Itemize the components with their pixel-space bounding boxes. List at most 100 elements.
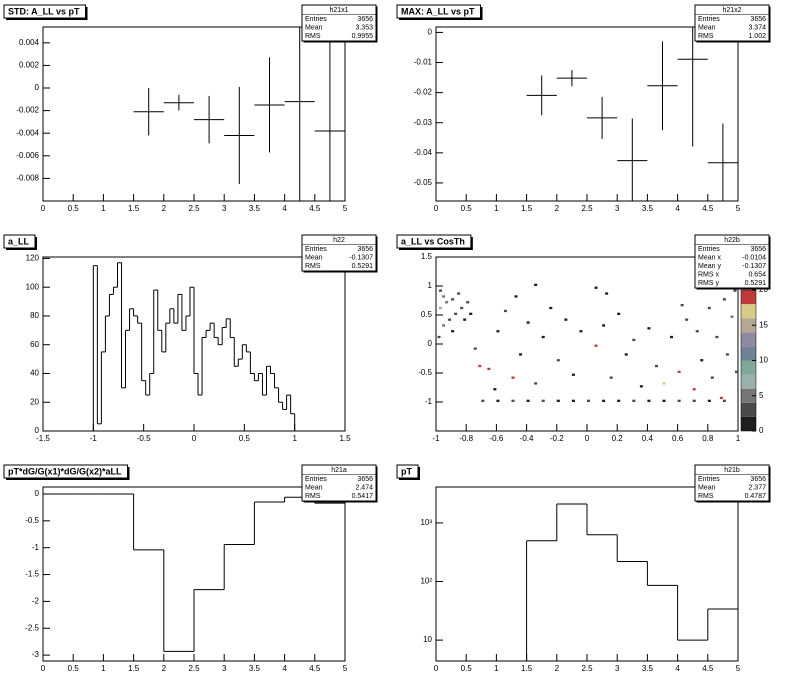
cell [564, 318, 568, 321]
stats-name: h21b [724, 467, 740, 474]
colorbar-band [741, 388, 756, 403]
cell [722, 399, 726, 402]
y-tick-label: 1.5 [421, 252, 433, 261]
cell [451, 330, 455, 333]
pad: 0 0.5 1 1.5 2 2.5 3 3.5 4 4.5 5 -0.008 -0.006 -0.004 -… [3, 4, 378, 213]
x-tick-label: 0 [41, 664, 46, 673]
title-box [396, 4, 482, 19]
x-tick-label: 0 [434, 204, 439, 213]
y-tick-label: -0.006 [16, 151, 39, 160]
x-tick-label: 2 [555, 204, 560, 213]
y-tick-label: -0.02 [414, 88, 433, 97]
y-tick-label: 1 [428, 281, 433, 290]
cell [466, 301, 470, 304]
x-tick-label: 0.6 [672, 434, 684, 443]
cell [571, 373, 575, 376]
cell [514, 295, 518, 298]
stats-value: 3656 [357, 16, 373, 23]
cell [733, 289, 737, 292]
z-tick-label: 10 [759, 356, 768, 365]
x-tick-label: 1 [101, 204, 106, 213]
y-tick-label: 60 [30, 340, 39, 349]
cell [511, 399, 515, 402]
stats-name: h21a [331, 467, 347, 474]
y-tick-label: -0.004 [16, 128, 39, 137]
stats-name: h22b [724, 237, 740, 244]
title-box [3, 234, 36, 249]
x-tick-label: 0 [192, 434, 197, 443]
x-tick-label: 4 [282, 204, 287, 213]
cell [534, 382, 538, 385]
y-tick-label: -0.5 [418, 368, 432, 377]
y-tick-label: 0 [35, 489, 40, 498]
cell [511, 376, 515, 379]
cell [700, 359, 704, 362]
stats-name: h22 [333, 237, 345, 244]
stats-label: Mean [305, 255, 323, 262]
stats-label: Mean x [698, 255, 721, 262]
y-tick-label: 0 [35, 426, 40, 435]
stats-box [301, 234, 377, 272]
x-tick-label: 0.4 [642, 434, 654, 443]
cell [670, 335, 674, 339]
x-tick-label: 4 [675, 204, 680, 213]
stats-box [694, 4, 770, 42]
plot-area [526, 27, 738, 201]
stats-box [301, 4, 377, 42]
title-box [396, 464, 419, 479]
x-tick-label: 0.8 [702, 434, 714, 443]
x-tick-label: 5 [736, 664, 741, 673]
stats-value: 0.9955 [352, 33, 374, 40]
cell [722, 298, 726, 301]
z-tick-label: 5 [759, 391, 764, 400]
stats-value: 3.374 [748, 25, 766, 32]
x-tick-label: 0 [41, 204, 46, 213]
stats-label: Entries [305, 246, 327, 253]
stats-value: -0.0104 [742, 255, 766, 262]
y-tick-label: -1 [425, 397, 433, 406]
cell [647, 327, 651, 330]
y-tick-label: 0 [428, 339, 433, 348]
x-tick-label: 1.5 [128, 204, 140, 213]
title-box [396, 234, 472, 249]
cell [707, 306, 711, 310]
stats-label: Entries [305, 476, 327, 483]
stats-box [301, 464, 377, 502]
y-tick-label: 0.5 [421, 310, 433, 319]
cell [692, 388, 696, 391]
cell [587, 399, 591, 402]
x-tick-label: 2.5 [581, 664, 593, 673]
x-tick-label: 5 [343, 664, 348, 673]
stats-name: h21x1 [329, 7, 348, 14]
x-tick-label: 0.5 [68, 664, 80, 673]
cell [734, 370, 738, 373]
y-tick-label: 0.002 [19, 61, 40, 70]
chart-title: MAX: A_LL vs pT [401, 6, 475, 16]
y-tick-label: -2 [32, 596, 40, 605]
y-tick-label: 10³ [420, 518, 432, 527]
y-tick-label: 40 [30, 369, 39, 378]
title-box [3, 4, 87, 19]
stats-value: 0.5417 [352, 493, 374, 500]
cell [519, 353, 523, 356]
y-tick-label: -3 [32, 650, 40, 659]
cell [496, 330, 500, 333]
plot-area [437, 283, 738, 402]
x-tick-label: 3.5 [249, 204, 261, 213]
cell [710, 376, 714, 379]
pad: -1.5 -1 -0.5 0 0.5 1 1.5 0 20 40 60 80 100 120 a_LL h22… [3, 234, 378, 443]
z-tick-label: 0 [759, 426, 764, 435]
colorbar-band [741, 346, 756, 361]
x-tick-label: 2 [162, 664, 167, 673]
stats-value: 3656 [750, 476, 766, 483]
x-tick-label: -0.5 [137, 434, 151, 443]
cell [617, 312, 621, 315]
cell [594, 344, 598, 347]
stats-label: RMS [698, 493, 714, 500]
plot-area [436, 503, 738, 661]
x-tick-label: 0.5 [239, 434, 251, 443]
cell [503, 309, 507, 313]
x-tick-label: 5 [736, 204, 741, 213]
cell [460, 306, 464, 310]
y-tick-label: -0.03 [414, 118, 433, 127]
